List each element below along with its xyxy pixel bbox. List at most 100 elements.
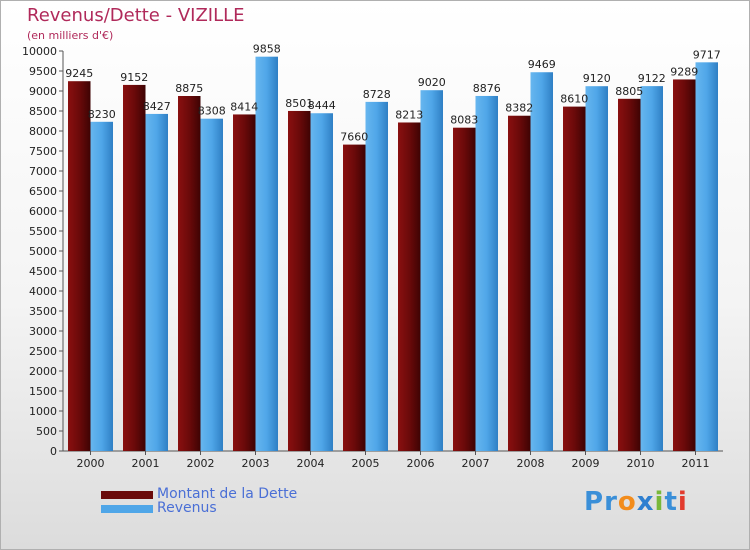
y-tick-label: 2500	[29, 345, 57, 358]
bar-debt	[563, 106, 586, 451]
bar-revenue-value-label: 8230	[88, 108, 116, 121]
y-tick-label: 1000	[29, 405, 57, 418]
legend-swatch-revenue	[101, 505, 153, 513]
bar-debt-value-label: 7660	[340, 131, 368, 144]
bar-debt-value-label: 8501	[285, 97, 313, 110]
bar-debt	[508, 115, 531, 451]
logo-letter: r	[604, 487, 618, 517]
bar-revenue	[640, 86, 663, 452]
bar-debt-value-label: 9245	[65, 67, 93, 80]
bar-revenue	[90, 121, 113, 452]
bar-revenue-value-label: 9858	[253, 43, 281, 56]
y-tick-label: 500	[36, 425, 57, 438]
x-tick-label: 2008	[517, 457, 545, 470]
bar-revenue	[255, 56, 278, 452]
bar-revenue-value-label: 8876	[473, 82, 501, 95]
bar-debt	[618, 98, 641, 452]
bar-revenue	[365, 101, 388, 451]
y-tick-label: 7000	[29, 165, 57, 178]
logo-letter: t	[664, 487, 678, 517]
bar-debt	[288, 110, 311, 452]
y-tick-label: 2000	[29, 365, 57, 378]
y-tick-label: 7500	[29, 145, 57, 158]
x-tick-label: 2007	[462, 457, 490, 470]
y-tick-label: 8000	[29, 125, 57, 138]
x-tick-label: 2003	[242, 457, 270, 470]
x-tick-label: 2002	[187, 457, 215, 470]
bar-revenue-value-label: 9020	[418, 76, 446, 89]
x-tick-label: 2009	[572, 457, 600, 470]
bar-revenue	[530, 72, 553, 452]
y-tick-label: 4500	[29, 265, 57, 278]
y-tick-label: 8500	[29, 105, 57, 118]
bar-debt	[398, 122, 421, 451]
logo-letter: P	[584, 487, 605, 517]
x-tick-label: 2005	[352, 457, 380, 470]
bar-revenue	[420, 90, 443, 451]
bar-debt	[68, 81, 91, 451]
bar-debt-value-label: 8382	[505, 102, 533, 115]
chart-data-labels: 9245 9152 8875 8414 8501 7660 8213 8083 8382 8610…	[65, 43, 721, 144]
logo-letter: o	[617, 487, 637, 517]
bar-revenue-value-label: 9122	[638, 72, 666, 85]
bar-debt-value-label: 8414	[230, 100, 258, 113]
proxiti-logo: Proxiti	[584, 487, 688, 517]
y-tick-label: 0	[50, 445, 57, 458]
y-tick-label: 10000	[22, 45, 57, 58]
bar-revenue	[200, 118, 223, 452]
x-tick-label: 2006	[407, 457, 435, 470]
bar-debt	[178, 96, 201, 451]
bar-debt-value-label: 9289	[670, 65, 698, 78]
bar-debt-value-label: 8213	[395, 108, 423, 121]
y-tick-label: 5500	[29, 225, 57, 238]
bar-revenue-value-label: 9717	[693, 48, 721, 61]
bar-debt	[233, 114, 256, 451]
chart-title: Revenus/Dette - VIZILLE	[27, 5, 245, 26]
y-tick-label: 3500	[29, 305, 57, 318]
y-tick-label: 9000	[29, 85, 57, 98]
x-tick-label: 2004	[297, 457, 325, 470]
y-tick-label: 4000	[29, 285, 57, 298]
x-tick-label: 2000	[77, 457, 105, 470]
y-tick-label: 5000	[29, 245, 57, 258]
bar-revenue-value-label: 8728	[363, 88, 391, 101]
bar-revenue-value-label: 8427	[143, 100, 171, 113]
bar-revenue-value-label: 8308	[198, 105, 226, 118]
bar-debt-value-label: 8875	[175, 82, 203, 95]
chart-subtitle: (en milliers d'€)	[27, 29, 114, 42]
chart-bars	[68, 56, 718, 452]
bar-revenue	[585, 86, 608, 451]
y-tick-label: 6000	[29, 205, 57, 218]
bar-debt	[673, 79, 696, 451]
legend-label-revenue: Revenus	[157, 500, 217, 516]
logo-letter: i	[677, 487, 688, 517]
bar-revenue	[475, 95, 498, 452]
bar-debt-value-label: 9152	[120, 71, 148, 84]
bar-revenue-value-label: 9120	[583, 72, 611, 85]
bar-revenue-value-label: 9469	[528, 58, 556, 71]
bar-revenue-value-label: 8444	[308, 99, 336, 112]
x-tick-label: 2001	[132, 457, 160, 470]
logo-letter: x	[636, 487, 655, 517]
y-tick-label: 6500	[29, 185, 57, 198]
bar-debt	[453, 127, 476, 452]
bar-debt-value-label: 8805	[615, 85, 643, 98]
bar-debt-value-label: 8083	[450, 114, 478, 127]
bar-revenue	[310, 113, 333, 452]
bar-debt	[343, 144, 366, 451]
y-tick-label: 1500	[29, 385, 57, 398]
bar-debt-value-label: 8610	[560, 93, 588, 106]
bar-debt	[123, 84, 146, 452]
legend-swatch-debt	[101, 491, 153, 499]
legend-label-debt: Montant de la Dette	[157, 486, 298, 502]
y-tick-label: 9500	[29, 65, 57, 78]
logo-letter: i	[654, 487, 665, 517]
chart-axes: 0 500 1000 1500 2000 2500 3000 3500 4000 4500 5000…	[22, 45, 723, 470]
x-tick-label: 2011	[682, 457, 710, 470]
bar-revenue	[145, 113, 168, 452]
bar-revenue	[695, 62, 718, 451]
y-tick-label: 3000	[29, 325, 57, 338]
x-tick-label: 2010	[627, 457, 655, 470]
